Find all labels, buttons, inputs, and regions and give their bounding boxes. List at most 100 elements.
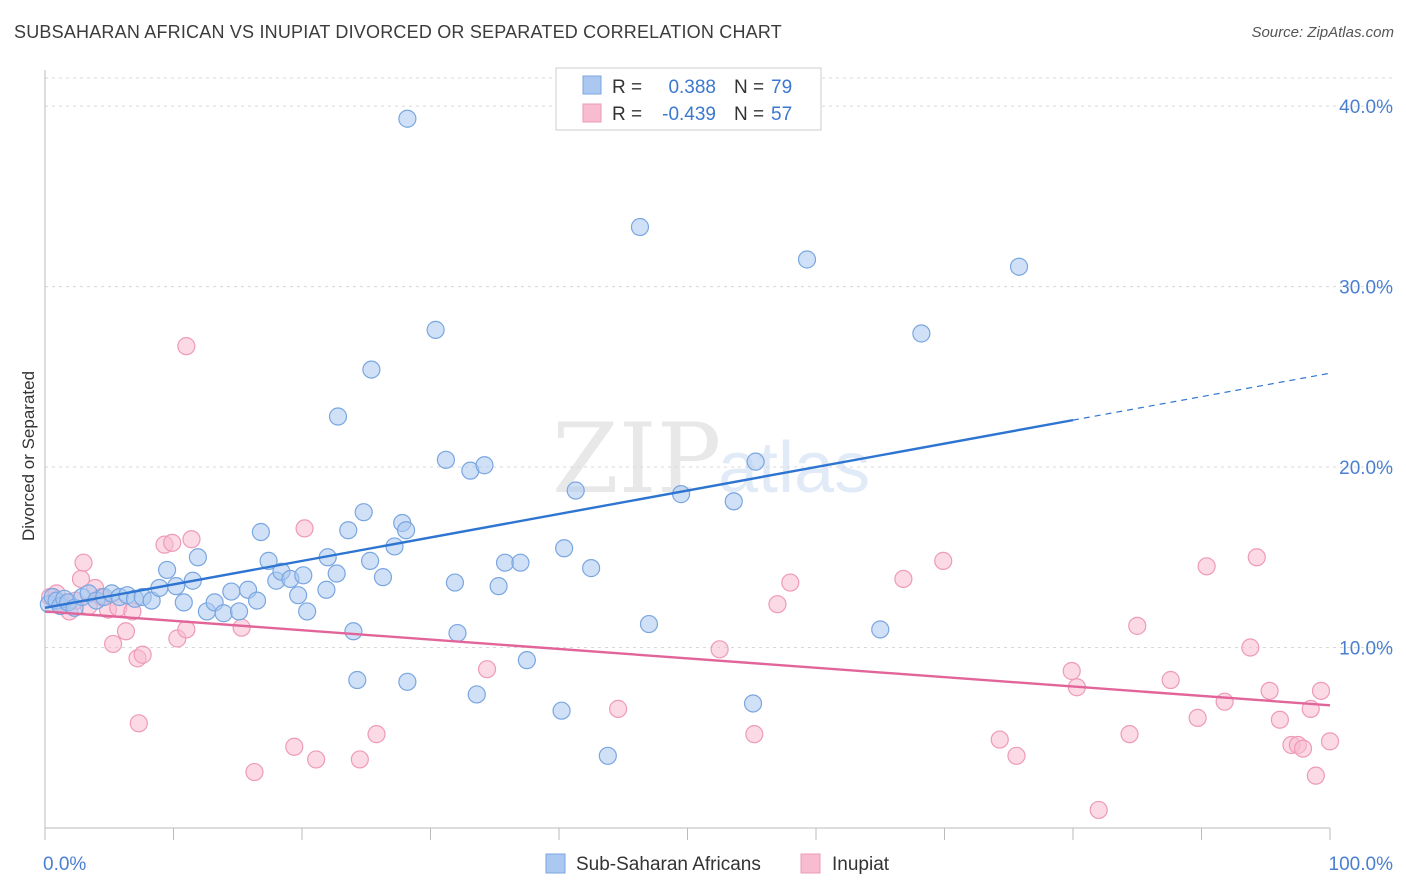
stats-r-label-blue: R = — [612, 77, 642, 98]
y-tick-label: 20.0% — [1339, 458, 1393, 479]
inupiat-point — [295, 519, 314, 538]
sub-saharan-point — [724, 492, 743, 511]
inupiat-point — [367, 725, 386, 744]
stats-r-value-pink: -0.439 — [662, 104, 716, 125]
sub-saharan-point — [639, 614, 659, 634]
sub-saharan-point — [348, 670, 367, 690]
inupiat-point — [1270, 710, 1289, 729]
inupiat-point — [1197, 557, 1216, 576]
stats-swatch-blue — [582, 75, 602, 95]
inupiat-point — [1161, 670, 1180, 690]
sub-saharan-point — [746, 452, 765, 471]
inupiat-point — [710, 640, 729, 659]
sub-saharan-point — [289, 586, 308, 605]
sub-saharan-point — [247, 591, 267, 610]
stats-n-value-pink: 57 — [771, 104, 792, 125]
inupiat-point — [232, 618, 251, 637]
inupiat-point — [1215, 692, 1234, 711]
series-legend: Sub-Saharan Africans Inupiat — [545, 853, 890, 875]
trend-lines — [44, 372, 1331, 707]
sub-saharan-point — [251, 522, 270, 542]
sub-saharan-point — [489, 577, 508, 596]
sub-saharan-point — [373, 568, 393, 587]
stats-n-value-blue: 79 — [771, 77, 792, 98]
inupiat-point — [163, 533, 182, 552]
inupiat-point — [116, 622, 136, 641]
sub-saharan-point — [344, 622, 363, 641]
inupiat-point — [1241, 638, 1260, 657]
sub-saharan-point — [467, 685, 486, 704]
sub-saharan-point — [229, 602, 249, 621]
inupiat-point — [182, 530, 201, 549]
inupiat-point — [350, 750, 369, 769]
inupiat-point — [1089, 800, 1108, 820]
inupiat-point — [133, 645, 152, 664]
sub-saharan-point — [328, 407, 348, 426]
y-tick-label: 10.0% — [1339, 639, 1393, 660]
inupiat-point — [129, 714, 148, 733]
sub-saharan-point — [797, 250, 817, 269]
sub-saharan-point — [385, 537, 404, 556]
sub-saharan-point — [157, 560, 177, 580]
inupiat-point — [990, 730, 1009, 749]
inupiat-point — [1247, 548, 1266, 567]
sub-saharan-point — [566, 481, 585, 500]
legend-swatch-sub-saharan — [545, 853, 566, 874]
legend-label-sub-saharan: Sub-Saharan Africans — [576, 854, 761, 875]
inupiat-point — [1188, 708, 1207, 728]
sub-saharan-point — [398, 109, 417, 128]
x-tick-label-max: 100.0% — [1329, 854, 1394, 875]
sub-saharan-point — [396, 521, 416, 540]
sub-saharan-point — [552, 701, 571, 720]
inupiat-point — [934, 551, 953, 570]
inupiat-point — [245, 762, 264, 782]
x-tick-label-min: 0.0% — [43, 854, 86, 875]
y-tick-labels: 10.0% 20.0% 30.0% 40.0% — [1339, 97, 1393, 659]
inupiat-point — [1120, 725, 1139, 744]
sub-saharan-trend-line — [44, 418, 1074, 609]
inupiat-point — [74, 553, 93, 572]
sub-saharan-point — [495, 553, 515, 572]
sub-saharan-point — [598, 746, 617, 765]
legend-swatch-inupiat — [800, 853, 821, 874]
sub-saharan-trend-extension — [1072, 372, 1331, 421]
sub-saharan-point — [630, 217, 650, 237]
sub-saharan-point — [436, 450, 456, 469]
sub-saharan-point — [555, 539, 574, 558]
inupiat-point — [177, 620, 196, 639]
inupiat-point — [1260, 681, 1279, 700]
sub-saharan-point — [294, 566, 313, 585]
stats-n-label-pink: N = — [734, 104, 764, 125]
sub-saharan-point — [475, 456, 494, 475]
sub-saharan-point — [214, 604, 233, 623]
sub-saharan-point — [445, 573, 465, 592]
y-tick-label: 40.0% — [1339, 97, 1393, 118]
inupiat-point — [104, 634, 123, 654]
inupiat-point — [1062, 661, 1081, 681]
inupiat-point — [609, 699, 628, 718]
sub-saharan-point — [222, 582, 241, 601]
inupiat-trend-line — [44, 610, 1331, 707]
sub-saharan-point — [1009, 257, 1029, 276]
inupiat-point — [1320, 732, 1340, 751]
sub-saharan-point — [339, 521, 358, 540]
inupiat-point — [781, 573, 800, 592]
sub-saharan-point — [671, 485, 691, 504]
inupiat-point — [768, 595, 787, 614]
y-tick-label: 30.0% — [1339, 278, 1393, 299]
stats-legend: R = 0.388 N = 79 R = -0.439 N = 57 — [555, 67, 822, 131]
x-ticks — [44, 828, 1331, 840]
inupiat-point — [285, 737, 304, 756]
sub-saharan-point — [582, 559, 601, 578]
sub-saharan-point — [362, 360, 381, 379]
sub-saharan-point — [517, 651, 536, 670]
watermark: ZIP atlas — [552, 403, 870, 515]
stats-swatch-pink — [582, 103, 602, 123]
sub-saharan-point — [398, 672, 417, 691]
inupiat-point — [477, 660, 497, 679]
watermark-atlas: atlas — [718, 428, 870, 508]
inupiat-point — [1128, 616, 1147, 635]
sub-saharan-point — [871, 620, 890, 639]
inupiat-point — [894, 569, 913, 589]
